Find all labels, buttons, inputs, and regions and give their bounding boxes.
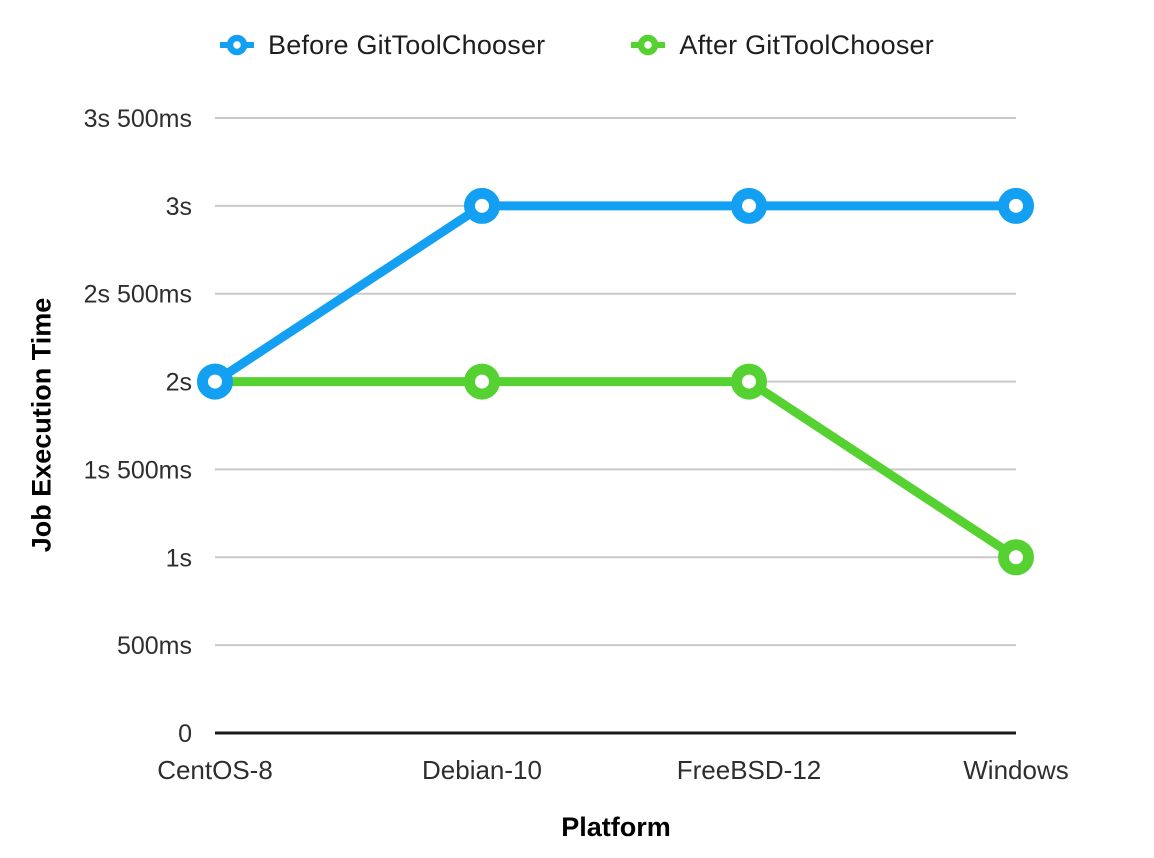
x-tick-label-centos-8: CentOS-8	[157, 755, 273, 785]
y-tick-label-3500ms: 3s 500ms	[84, 105, 192, 133]
y-tick-label-2500ms: 2s 500ms	[84, 281, 192, 309]
legend-item-after-gittoolchooser[interactable]: After GitToolChooser	[631, 30, 934, 61]
series-line-after-gittoolchooser	[210, 377, 1021, 562]
series-marker-before-gittoolchooser-debian-10[interactable]	[464, 187, 500, 224]
legend-marker-icon	[631, 34, 666, 56]
legend-item-before-gittoolchooser[interactable]: Before GitToolChooser	[220, 30, 545, 61]
series-marker-before-gittoolchooser-windows[interactable]	[998, 187, 1034, 224]
x-axis-title: Platform	[561, 812, 671, 842]
series-marker-before-gittoolchooser-freebsd-12[interactable]	[731, 187, 767, 224]
y-tick-label-500ms: 500ms	[117, 632, 192, 660]
legend-label: After GitToolChooser	[679, 29, 934, 60]
x-tick-label-freebsd-12: FreeBSD-12	[677, 755, 822, 785]
series-line-before-gittoolchooser	[210, 201, 1021, 387]
series-marker-after-gittoolchooser-windows[interactable]	[998, 539, 1034, 576]
legend-label: Before GitToolChooser	[268, 29, 546, 60]
y-tick-label-2000ms: 2s	[166, 369, 192, 397]
series-marker-after-gittoolchooser-freebsd-12[interactable]	[731, 363, 767, 400]
x-tick-label-debian-10: Debian-10	[422, 755, 542, 785]
y-tick-label-1000ms: 1s	[166, 544, 192, 572]
series-marker-before-gittoolchooser-centos-8[interactable]	[197, 363, 233, 400]
legend-marker-icon	[220, 34, 255, 56]
series-marker-after-gittoolchooser-debian-10[interactable]	[464, 363, 500, 400]
x-tick-label-windows: Windows	[963, 755, 1068, 785]
y-tick-label-3000ms: 3s	[166, 193, 192, 221]
y-tick-label-0ms: 0	[178, 720, 192, 748]
chart-legend: Before GitToolChooser After GitToolChoose…	[0, 20, 1154, 70]
y-tick-label-1500ms: 1s 500ms	[84, 456, 192, 484]
